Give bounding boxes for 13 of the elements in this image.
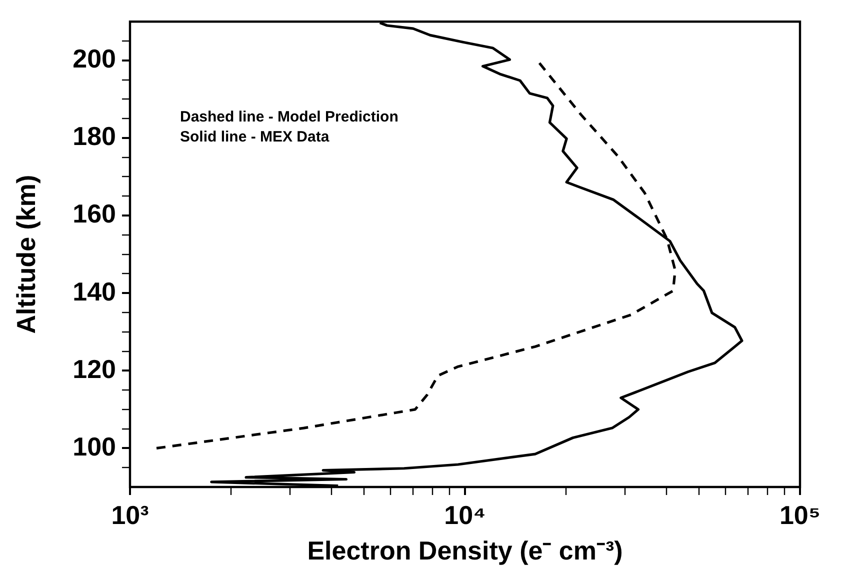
- x-tick-label: 10³: [111, 500, 150, 530]
- x-axis-title: Electron Density (e⁻ cm⁻³): [307, 536, 623, 566]
- x-tick-label: 10⁵: [779, 500, 821, 530]
- y-tick-label: 140: [72, 276, 116, 306]
- y-axis-title: Altitude (km): [10, 174, 41, 334]
- y-tick-label: 120: [72, 354, 116, 384]
- y-tick-label: 180: [72, 121, 116, 152]
- x-tick-label: 10⁴: [444, 500, 486, 530]
- y-tick-label: 100: [72, 431, 116, 462]
- y-tick-label: 200: [72, 44, 116, 74]
- annotation: Solid line - MEX Data: [180, 128, 330, 146]
- annotation: Dashed line - Model Prediction: [180, 108, 398, 126]
- y-tick-label: 160: [72, 198, 116, 229]
